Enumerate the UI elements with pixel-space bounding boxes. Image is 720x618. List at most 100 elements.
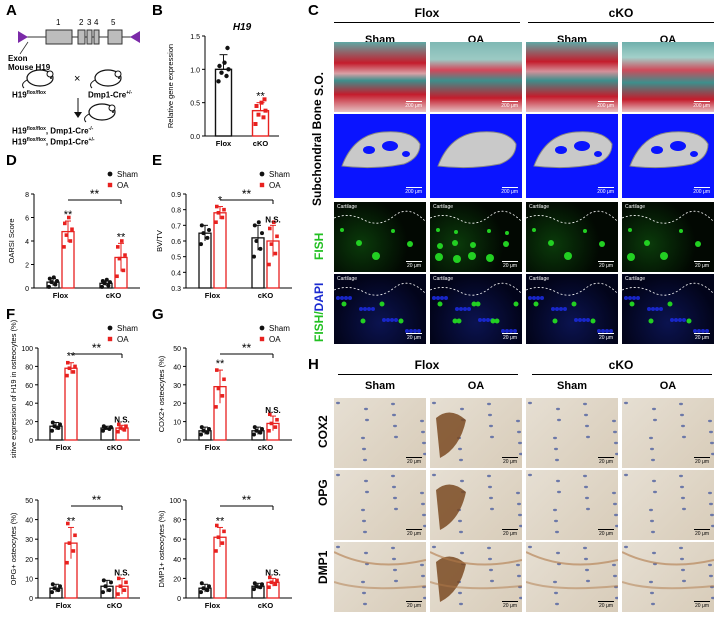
fish-positive-cell bbox=[490, 318, 496, 324]
data-point bbox=[109, 425, 113, 430]
cell-nucleus bbox=[709, 430, 713, 434]
data-point bbox=[199, 432, 203, 437]
fish-positive-cell bbox=[487, 229, 491, 233]
cell-nucleus bbox=[710, 513, 714, 517]
cell-nucleus bbox=[362, 519, 366, 523]
y-tick-label: 0 bbox=[29, 596, 33, 603]
y-tick-label: 1.5 bbox=[190, 34, 200, 41]
cell-nucleus bbox=[553, 436, 557, 440]
row-label-opg: OPG bbox=[316, 479, 330, 506]
scale-bar: 20 μm bbox=[598, 260, 614, 269]
bone-cavity bbox=[402, 151, 410, 157]
h-group-cko-line bbox=[532, 374, 712, 375]
cell-nucleus bbox=[556, 479, 560, 483]
fish-image-3: Cartilage 20 μm bbox=[526, 202, 618, 272]
data-point bbox=[118, 584, 123, 589]
dapi-nucleus bbox=[574, 318, 578, 322]
dapi-nucleus bbox=[367, 307, 371, 311]
bone-shape bbox=[437, 131, 517, 169]
data-point bbox=[50, 590, 54, 595]
ihc-opg-image-4: 20 μm bbox=[622, 470, 714, 540]
h-col-sham-flox: Sham bbox=[365, 380, 395, 392]
panel-label-g: G bbox=[152, 306, 164, 323]
dapi-nucleus bbox=[670, 318, 674, 322]
cell-nucleus bbox=[584, 485, 588, 489]
dapi-nucleus bbox=[551, 307, 555, 311]
y-tick-label: 20 bbox=[173, 401, 181, 408]
cartilage-label: Cartilage bbox=[529, 204, 550, 210]
fish-positive-cell bbox=[407, 241, 413, 247]
data-point bbox=[256, 112, 261, 117]
so-stain-image-2: 200 μm bbox=[430, 42, 522, 112]
cell-nucleus bbox=[490, 579, 494, 583]
y-tick-label: 20 bbox=[173, 576, 181, 583]
cell-nucleus bbox=[487, 474, 491, 478]
loxp-site-right-icon bbox=[130, 31, 140, 43]
scale-bar: 20 μm bbox=[598, 528, 614, 537]
ihc-cox2-image-4: 20 μm bbox=[622, 398, 714, 468]
cell-nucleus bbox=[517, 430, 521, 434]
y-tick-label: 40 bbox=[173, 557, 181, 564]
cell-nucleus bbox=[653, 490, 657, 494]
panel-label-f: F bbox=[6, 306, 16, 323]
fish-positive-cell bbox=[456, 318, 462, 324]
bone-cavity bbox=[651, 146, 663, 154]
cell-nucleus bbox=[584, 557, 588, 561]
data-point bbox=[215, 368, 219, 372]
data-point bbox=[122, 588, 127, 592]
cell-nucleus bbox=[423, 452, 426, 456]
cell-nucleus bbox=[555, 602, 559, 606]
dapi-signal bbox=[526, 282, 618, 333]
data-point bbox=[220, 394, 225, 398]
data-point bbox=[68, 239, 73, 243]
ihc-staining bbox=[624, 401, 714, 462]
dapi-nucleus bbox=[693, 329, 697, 333]
positive-stain-region bbox=[436, 484, 466, 530]
cell-nucleus bbox=[614, 441, 618, 445]
cell-nucleus bbox=[711, 524, 714, 528]
dapi-nucleus bbox=[482, 318, 486, 322]
dapi-nucleus bbox=[655, 307, 659, 311]
cell-nucleus bbox=[487, 546, 491, 550]
cartilage-label: Cartilage bbox=[433, 204, 454, 210]
panel-label-e: E bbox=[152, 152, 163, 169]
legend-sham-marker bbox=[259, 171, 265, 177]
cell-nucleus bbox=[490, 435, 494, 439]
cell-nucleus bbox=[586, 507, 590, 511]
cell-nucleus bbox=[682, 435, 686, 439]
data-point bbox=[63, 221, 67, 226]
data-point bbox=[272, 220, 276, 224]
cartilage-label: Cartilage bbox=[625, 204, 646, 210]
row-label-fish: FISH bbox=[312, 232, 326, 260]
y-tick-label: 0.4 bbox=[171, 270, 181, 277]
matrix-stain bbox=[526, 581, 618, 590]
scale-bar: 20 μm bbox=[598, 456, 614, 465]
dapi-nucleus bbox=[505, 329, 509, 333]
cell-nucleus bbox=[612, 419, 616, 423]
bracket-significance: ** bbox=[90, 187, 100, 201]
cell-nucleus bbox=[393, 496, 397, 500]
data-point bbox=[205, 430, 210, 435]
y-tick-label: 60 bbox=[173, 537, 181, 544]
cell-nucleus bbox=[553, 580, 557, 584]
cartilage-boundary bbox=[334, 282, 426, 296]
dapi-nucleus bbox=[609, 329, 613, 333]
bone-outline bbox=[533, 131, 613, 169]
panel-a-scheme: 1 2 3 4 5 Exon Mouse H19 × H19flox/flox … bbox=[8, 18, 148, 148]
y-tick-label: 4 bbox=[25, 239, 29, 246]
cartilage-boundary bbox=[622, 282, 714, 296]
fish-dapi-image-2: Cartilage 20 μm bbox=[430, 274, 522, 344]
data-point bbox=[199, 242, 203, 247]
data-point bbox=[56, 588, 61, 593]
cell-nucleus bbox=[365, 490, 369, 494]
data-point bbox=[254, 104, 259, 108]
dapi-nucleus bbox=[405, 329, 409, 333]
cell-nucleus bbox=[489, 424, 493, 428]
ihc-opg-image-3: 20 μm bbox=[526, 470, 618, 540]
data-point bbox=[258, 585, 263, 590]
fish-positive-cell bbox=[435, 253, 443, 261]
cell-nucleus bbox=[459, 602, 463, 606]
significance-label: N.S. bbox=[114, 568, 130, 577]
dapi-nucleus bbox=[336, 296, 340, 300]
